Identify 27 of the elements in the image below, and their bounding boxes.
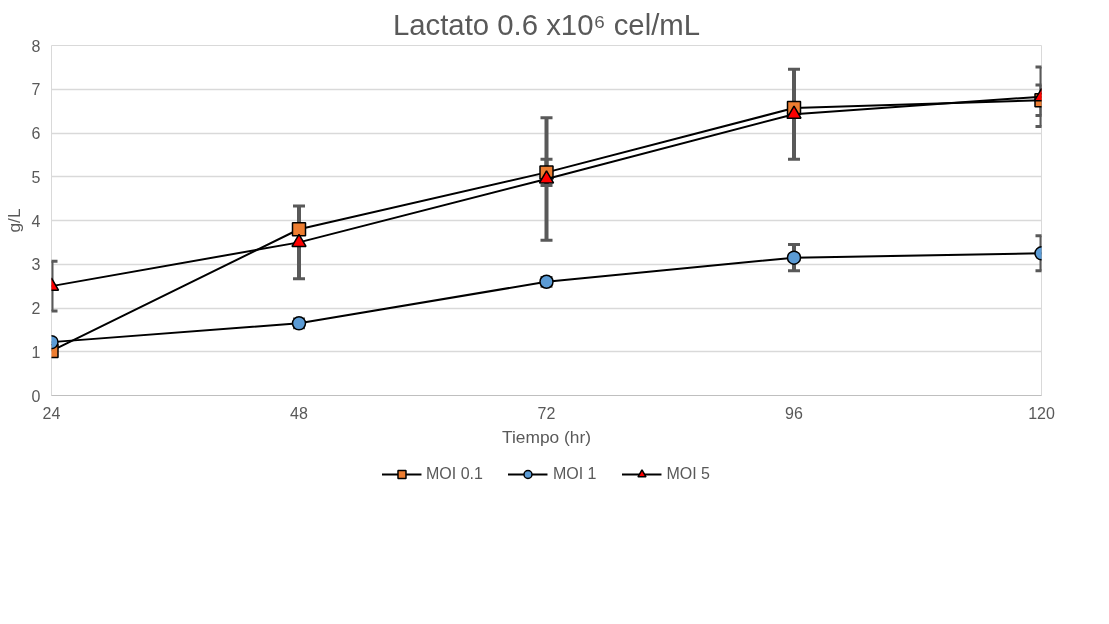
point [539, 274, 554, 289]
x-axis-title: Tiempo (hr) [502, 426, 591, 447]
point [291, 222, 307, 237]
y-tick-label: 6 [31, 125, 41, 142]
point [291, 233, 307, 248]
x-tick-label: 72 [537, 404, 556, 422]
y-tick-label: 3 [31, 256, 41, 274]
y-tick-label: 8 [31, 37, 41, 55]
x-tick-label: 96 [785, 404, 803, 422]
chart-title: Lactato 0.6 x10⁶ cel/mL [392, 7, 701, 41]
x-tick-label: 24 [42, 404, 61, 422]
point [786, 105, 802, 119]
point [538, 170, 555, 184]
y-tick-label: 0 [31, 387, 41, 405]
legend-label: MOI 5 [666, 465, 711, 483]
y-tick-label: 2 [31, 300, 41, 317]
point [291, 316, 307, 331]
y-tick-label: 7 [31, 81, 41, 99]
y-tick-label: 5 [31, 168, 41, 186]
legend-label: MOI 0.1 [425, 465, 483, 483]
x-tick-label: 48 [290, 404, 308, 422]
y-tick-label: 4 [31, 212, 41, 230]
legend-label: MOI 1 [552, 465, 597, 483]
point [786, 250, 802, 265]
y-axis-title: g/L [3, 208, 24, 233]
y-tick-label: 1 [31, 343, 41, 361]
x-tick-label: 120 [1028, 404, 1055, 422]
